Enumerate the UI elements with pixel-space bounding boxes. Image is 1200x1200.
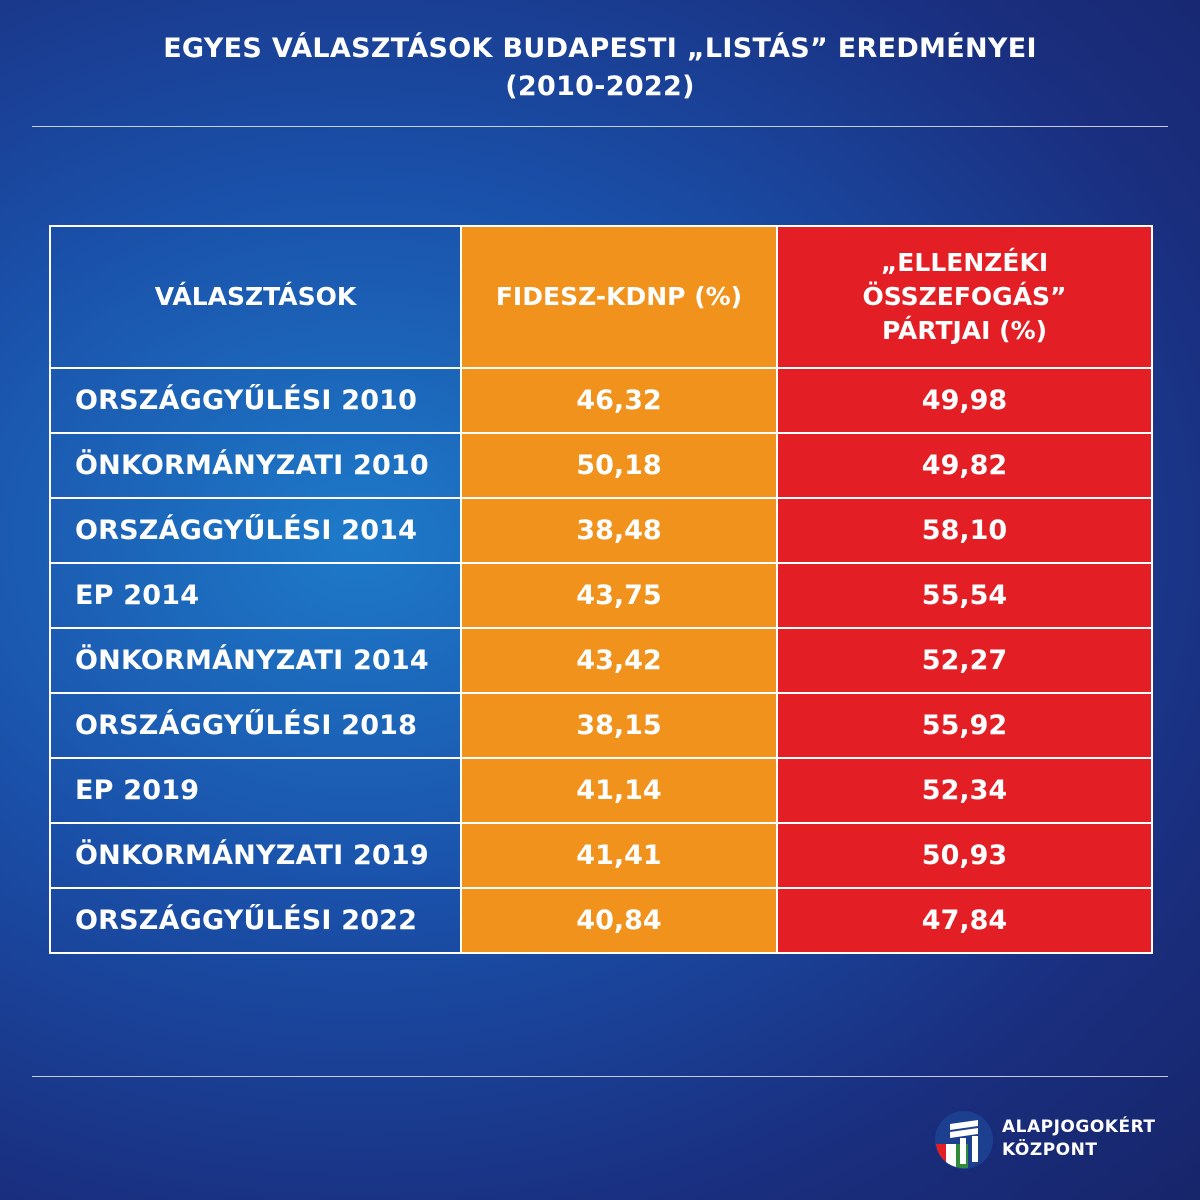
title-line-2: (2010-2022): [505, 71, 695, 102]
fidesz-value: 43,75: [460, 562, 778, 629]
bottom-divider: [32, 1076, 1168, 1077]
table-header-row: VÁLASZTÁSOK FIDESZ-KDNP (%) „ELLENZÉKI Ö…: [49, 225, 1153, 369]
table-row: ÖNKORMÁNYZATI 2010 50,18 49,82: [49, 432, 1153, 499]
election-label: ÖNKORMÁNYZATI 2014: [49, 627, 462, 694]
opposition-value: 52,34: [776, 757, 1153, 824]
table-row: ORSZÁGGYŰLÉSI 2022 40,84 47,84: [49, 887, 1153, 954]
title-line-1: EGYES VÁLASZTÁSOK BUDAPESTI „LISTÁS” ERE…: [163, 33, 1037, 64]
fidesz-value: 41,14: [460, 757, 778, 824]
fidesz-value: 38,15: [460, 692, 778, 759]
results-table: VÁLASZTÁSOK FIDESZ-KDNP (%) „ELLENZÉKI Ö…: [49, 225, 1153, 954]
header-opposition: „ELLENZÉKI ÖSSZEFOGÁS” PÁRTJAI (%): [776, 225, 1153, 369]
fidesz-value: 40,84: [460, 887, 778, 954]
election-label: ORSZÁGGYŰLÉSI 2022: [49, 887, 462, 954]
fidesz-value: 46,32: [460, 367, 778, 434]
election-label: ÖNKORMÁNYZATI 2010: [49, 432, 462, 499]
header-opposition-line-1: „ELLENZÉKI: [880, 248, 1049, 277]
opposition-value: 49,98: [776, 367, 1153, 434]
opposition-value: 47,84: [776, 887, 1153, 954]
fidesz-value: 41,41: [460, 822, 778, 889]
election-label: EP 2014: [49, 562, 462, 629]
opposition-value: 50,93: [776, 822, 1153, 889]
fidesz-value: 50,18: [460, 432, 778, 499]
election-label: ORSZÁGGYŰLÉSI 2010: [49, 367, 462, 434]
opposition-value: 55,54: [776, 562, 1153, 629]
table-row: ÖNKORMÁNYZATI 2019 41,41 50,93: [49, 822, 1153, 889]
table-row: ORSZÁGGYŰLÉSI 2014 38,48 58,10: [49, 497, 1153, 564]
opposition-value: 58,10: [776, 497, 1153, 564]
header-opposition-line-2: ÖSSZEFOGÁS”: [862, 282, 1067, 311]
election-label: ORSZÁGGYŰLÉSI 2018: [49, 692, 462, 759]
table-row: ORSZÁGGYŰLÉSI 2010 46,32 49,98: [49, 367, 1153, 434]
alapjogokert-kozpont-logo-icon: [935, 1111, 993, 1169]
election-label: ORSZÁGGYŰLÉSI 2014: [49, 497, 462, 564]
logo-text: ALAPJOGOKÉRT KÖZPONT: [1002, 1116, 1156, 1162]
header-opposition-line-3: PÁRTJAI (%): [881, 316, 1048, 345]
table-row: EP 2014 43,75 55,54: [49, 562, 1153, 629]
header-elections: VÁLASZTÁSOK: [49, 225, 462, 369]
election-label: ÖNKORMÁNYZATI 2019: [49, 822, 462, 889]
opposition-value: 52,27: [776, 627, 1153, 694]
top-divider: [32, 126, 1168, 127]
table-body: ORSZÁGGYŰLÉSI 2010 46,32 49,98 ÖNKORMÁNYZAT…: [49, 367, 1153, 954]
logo-line-2: KÖZPONT: [1002, 1140, 1098, 1160]
fidesz-value: 43,42: [460, 627, 778, 694]
logo-line-1: ALAPJOGOKÉRT: [1002, 1117, 1156, 1137]
opposition-value: 49,82: [776, 432, 1153, 499]
fidesz-value: 38,48: [460, 497, 778, 564]
header-fidesz: FIDESZ-KDNP (%): [460, 225, 778, 369]
table-row: EP 2019 41,14 52,34: [49, 757, 1153, 824]
election-label: EP 2019: [49, 757, 462, 824]
table-row: ORSZÁGGYŰLÉSI 2018 38,15 55,92: [49, 692, 1153, 759]
table-row: ÖNKORMÁNYZATI 2014 43,42 52,27: [49, 627, 1153, 694]
opposition-value: 55,92: [776, 692, 1153, 759]
page-title: EGYES VÁLASZTÁSOK BUDAPESTI „LISTÁS” ERE…: [0, 30, 1200, 106]
organization-logo: ALAPJOGOKÉRT KÖZPONT: [934, 1108, 1164, 1174]
